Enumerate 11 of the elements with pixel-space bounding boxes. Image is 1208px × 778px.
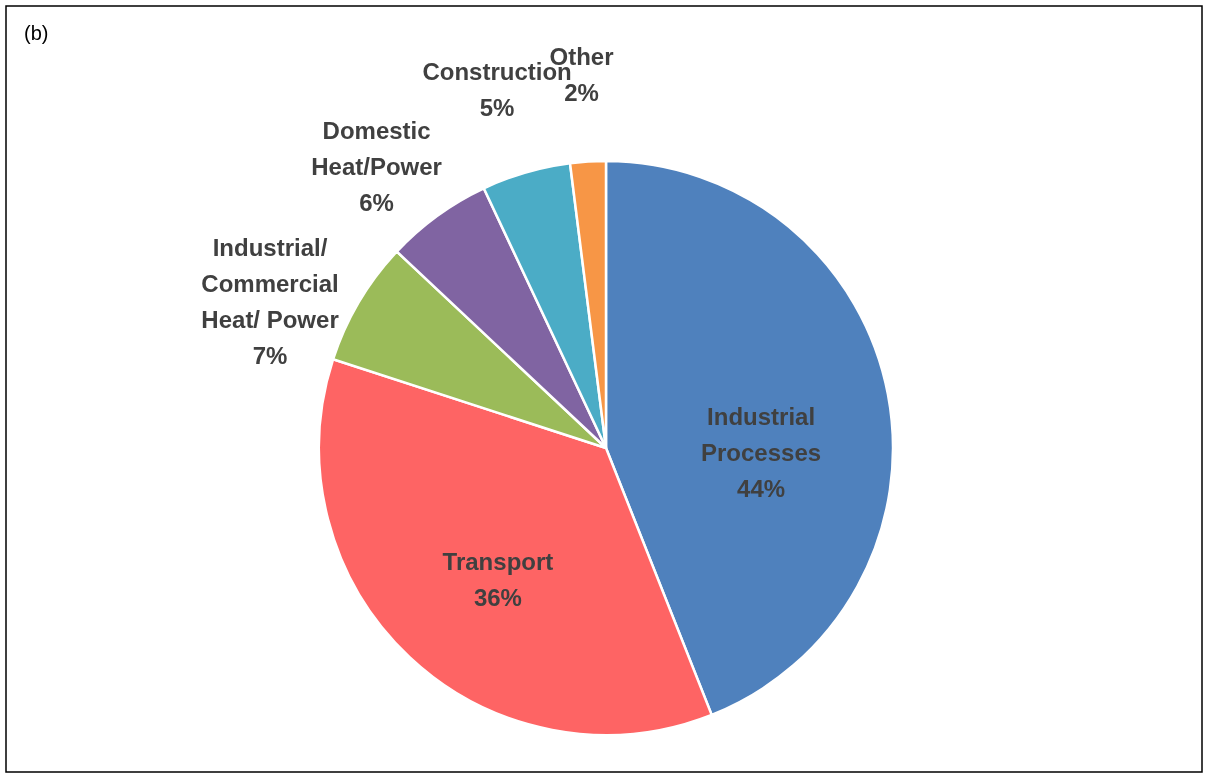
- data-label: 6%: [359, 189, 394, 217]
- slice-label: Transport: [442, 548, 554, 576]
- slice-label: Domestic Heat/Power: [311, 117, 442, 181]
- text: (b): [24, 22, 49, 44]
- slice-label: Industrial Processes: [701, 403, 822, 467]
- data-label: 36%: [473, 584, 522, 612]
- data-label: 2%: [564, 79, 599, 107]
- slice-label: Industrial/ Commercial Heat/ Power: [201, 234, 339, 334]
- data-label: 5%: [479, 94, 515, 122]
- data-label: 44%: [737, 475, 786, 503]
- data-label: 7%: [252, 342, 288, 370]
